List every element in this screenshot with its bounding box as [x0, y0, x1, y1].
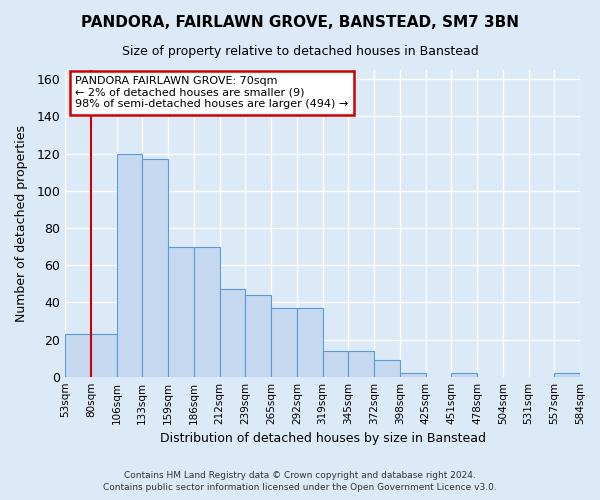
Bar	[451, 373, 477, 376]
Bar	[65, 334, 91, 376]
Text: PANDORA FAIRLAWN GROVE: 70sqm
← 2% of detached houses are smaller (9)
98% of sem: PANDORA FAIRLAWN GROVE: 70sqm ← 2% of de…	[76, 76, 349, 110]
Bar	[323, 350, 348, 376]
Bar	[116, 154, 142, 376]
Bar	[220, 290, 245, 376]
Bar	[400, 373, 425, 376]
Bar	[142, 159, 168, 376]
Bar	[348, 350, 374, 376]
Bar	[168, 246, 194, 376]
Bar	[374, 360, 400, 376]
Bar	[297, 308, 323, 376]
Text: PANDORA, FAIRLAWN GROVE, BANSTEAD, SM7 3BN: PANDORA, FAIRLAWN GROVE, BANSTEAD, SM7 3…	[81, 15, 519, 30]
Bar	[245, 295, 271, 376]
X-axis label: Distribution of detached houses by size in Banstead: Distribution of detached houses by size …	[160, 432, 485, 445]
Bar	[554, 373, 580, 376]
Bar	[194, 246, 220, 376]
Y-axis label: Number of detached properties: Number of detached properties	[15, 125, 28, 322]
Text: Contains HM Land Registry data © Crown copyright and database right 2024.
Contai: Contains HM Land Registry data © Crown c…	[103, 471, 497, 492]
Text: Size of property relative to detached houses in Banstead: Size of property relative to detached ho…	[122, 45, 478, 58]
Bar	[91, 334, 116, 376]
Bar	[271, 308, 297, 376]
